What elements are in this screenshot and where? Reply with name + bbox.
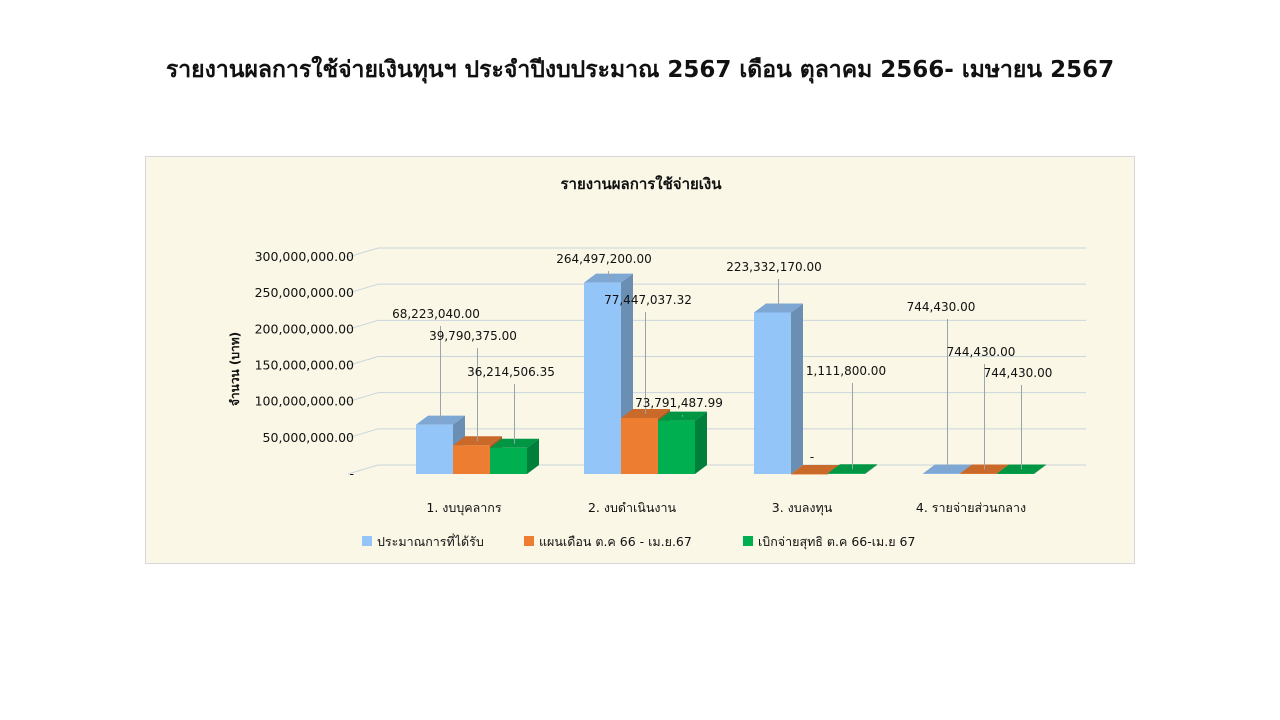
data-label: 223,332,170.00 (726, 260, 821, 274)
x-category-label: 4. รายจ่ายส่วนกลาง (916, 500, 1026, 515)
data-label: 1,111,800.00 (806, 364, 886, 378)
chart-frame: รายงานผลการใช้จ่ายเงิน จำนวน (บาท) - 50,0… (145, 156, 1135, 564)
bar (791, 465, 840, 475)
data-label: 744,430.00 (907, 300, 976, 314)
legend-label: ประมาณการที่ได้รับ (377, 533, 484, 549)
y-tick-label: - (349, 466, 354, 481)
legend-label: เบิกจ่ายสุทธิ ต.ค 66-เม.ย 67 (758, 534, 915, 550)
page-title: รายงานผลการใช้จ่ายเงินทุนฯ ประจำปีงบประม… (165, 57, 1115, 83)
gridline-side (347, 283, 379, 294)
legend-item: ประมาณการที่ได้รับ (362, 533, 484, 549)
y-tick-label: 50,000,000.00 (263, 430, 354, 445)
y-tick-label: 100,000,000.00 (255, 394, 354, 409)
legend-swatch (362, 536, 372, 546)
legend-label: แผนเดือน ต.ค 66 - เม.ย.67 (539, 534, 692, 549)
y-tick-label: 300,000,000.00 (255, 249, 354, 264)
chart-title: รายงานผลการใช้จ่ายเงิน (560, 175, 722, 193)
legend-item: แผนเดือน ต.ค 66 - เม.ย.67 (524, 534, 692, 549)
x-category-label: 2. งบดำเนินงาน (588, 500, 677, 515)
x-category-label: 3. งบลงทุน (772, 500, 833, 516)
bar (584, 273, 633, 474)
bar (754, 303, 803, 474)
data-label: - (810, 450, 814, 464)
y-tick-label: 150,000,000.00 (255, 358, 354, 373)
gridline-side (347, 392, 379, 403)
data-label: 77,447,037.32 (604, 293, 692, 307)
bar (658, 411, 707, 474)
y-axis-label: จำนวน (บาท) (228, 332, 242, 406)
legend-swatch (743, 536, 753, 546)
y-tick-label: 200,000,000.00 (255, 321, 354, 336)
data-label: 744,430.00 (984, 366, 1053, 380)
gridline-side (347, 247, 379, 258)
gridline-side (347, 428, 379, 439)
legend-swatch (524, 536, 534, 546)
gridline-side (347, 464, 379, 475)
bar-chart-3d: รายงานผลการใช้จ่ายเงิน จำนวน (บาท) - 50,0… (228, 175, 1086, 550)
gridline-side (347, 319, 379, 330)
data-label: 68,223,040.00 (392, 307, 480, 321)
data-label: 36,214,506.35 (467, 365, 555, 379)
legend-item: เบิกจ่ายสุทธิ ต.ค 66-เม.ย 67 (743, 534, 915, 550)
data-label: 73,791,487.99 (635, 396, 723, 410)
bar (490, 438, 539, 474)
y-tick-label: 250,000,000.00 (255, 285, 354, 300)
x-category-label: 1. งบบุคลากร (426, 500, 501, 516)
data-label: 264,497,200.00 (556, 252, 651, 266)
data-label: 39,790,375.00 (429, 329, 517, 343)
gridline-side (347, 356, 379, 366)
data-label: 744,430.00 (947, 345, 1016, 359)
